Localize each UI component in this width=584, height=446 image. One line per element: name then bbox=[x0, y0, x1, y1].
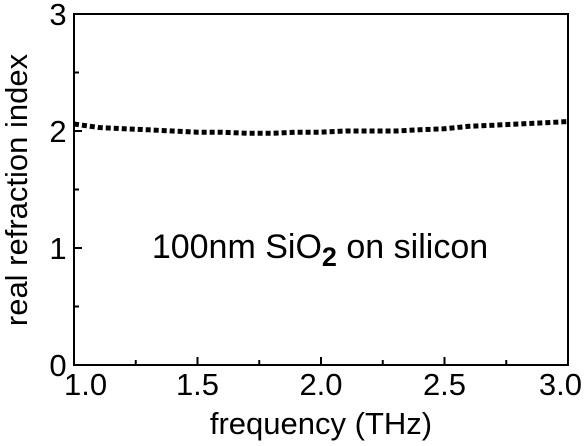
y-tick-label: 2 bbox=[49, 114, 66, 149]
annotation-main: 100nm SiO bbox=[152, 228, 322, 266]
y-tick-label: 1 bbox=[49, 231, 66, 266]
x-axis-label: frequency (THz) bbox=[210, 406, 432, 441]
x-tick-label: 2.5 bbox=[423, 367, 466, 402]
x-tick-label: 2.0 bbox=[299, 367, 342, 402]
annotation-label: 100nm SiO2 on silicon bbox=[152, 228, 488, 272]
y-tick-label: 0 bbox=[49, 348, 66, 383]
y-axis-ticks: 0 1 2 3 bbox=[49, 0, 82, 383]
x-tick-label: 1.0 bbox=[64, 367, 107, 402]
x-tick-label: 1.5 bbox=[176, 367, 219, 402]
x-tick-label: 3.0 bbox=[539, 367, 582, 402]
plot-area-frame bbox=[73, 13, 569, 366]
data-series-line bbox=[73, 119, 569, 136]
annotation-rest: on silicon bbox=[337, 228, 488, 266]
y-axis-label: real refraction index bbox=[0, 53, 34, 326]
y-tick-label: 3 bbox=[49, 0, 66, 32]
annotation-subscript: 2 bbox=[322, 242, 337, 272]
x-axis-ticks: 1.0 1.5 2.0 2.5 3.0 bbox=[64, 357, 582, 402]
